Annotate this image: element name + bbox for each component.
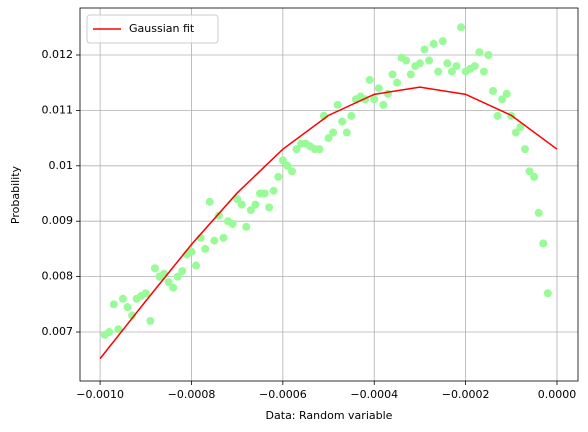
x-axis-label: Data: Random variable xyxy=(266,409,393,422)
scatter-point xyxy=(379,100,388,109)
scatter-point xyxy=(493,111,502,120)
scatter-point xyxy=(274,172,283,181)
y-tick-label: 0.007 xyxy=(42,325,74,338)
y-tick-label: 0.011 xyxy=(42,103,74,116)
x-tick-label: −0.0002 xyxy=(442,388,490,401)
scatter-point xyxy=(365,75,374,84)
scatter-point xyxy=(406,70,415,79)
scatter-point xyxy=(525,167,534,176)
scatter-point xyxy=(141,289,150,298)
scatter-point xyxy=(192,261,201,270)
scatter-point xyxy=(429,39,438,48)
scatter-point xyxy=(534,208,543,217)
y-tick-label: 0.008 xyxy=(42,270,74,283)
scatter-point xyxy=(374,84,383,93)
x-tick-label: 0.0000 xyxy=(538,388,577,401)
y-tick-label: 0.012 xyxy=(42,48,74,61)
scatter-point xyxy=(210,236,219,245)
plot-area xyxy=(80,8,578,381)
scatter-point xyxy=(292,145,301,154)
x-tick-label: −0.0006 xyxy=(259,388,307,401)
scatter-point xyxy=(420,45,429,54)
scatter-point xyxy=(109,300,118,309)
scatter-point xyxy=(438,37,447,46)
scatter-point xyxy=(233,195,242,204)
x-tick-label: −0.0004 xyxy=(350,388,398,401)
fit-line xyxy=(99,86,558,360)
scatter-point xyxy=(287,167,296,176)
scatter-point xyxy=(164,278,173,287)
scatter-point xyxy=(324,134,333,143)
scatter-point xyxy=(511,128,520,137)
scatter-point xyxy=(242,222,251,231)
scatter-point xyxy=(283,161,292,170)
x-tick-label: −0.0010 xyxy=(76,388,124,401)
scatter-point xyxy=(443,59,452,68)
scatter-point xyxy=(402,56,411,65)
scatter-point xyxy=(329,128,338,137)
scatter-point xyxy=(516,123,525,132)
scatter-point xyxy=(475,48,484,57)
scatter-point xyxy=(489,86,498,95)
scatter-point xyxy=(502,89,511,98)
scatter-point xyxy=(370,95,379,104)
axes-frame xyxy=(79,7,579,382)
scatter-point xyxy=(123,303,132,312)
scatter-point xyxy=(187,247,196,256)
scatter-point xyxy=(452,62,461,71)
scatter-point xyxy=(457,23,466,32)
scatter-point xyxy=(201,244,210,253)
scatter-point xyxy=(251,200,260,209)
y-axis-label: Probability xyxy=(9,165,22,224)
scatter-point xyxy=(128,311,137,320)
scatter-point xyxy=(260,189,269,198)
scatter-point xyxy=(393,78,402,87)
scatter-point xyxy=(118,294,127,303)
scatter-point xyxy=(470,62,479,71)
scatter-point xyxy=(434,67,443,76)
scatter-point xyxy=(543,289,552,298)
scatter-point xyxy=(114,325,123,334)
scatter-point xyxy=(415,59,424,68)
scatter-point xyxy=(447,67,456,76)
scatter-point xyxy=(214,211,223,220)
y-tick-label: 0.01 xyxy=(49,159,74,172)
scatter-point xyxy=(278,156,287,165)
scatter-point xyxy=(315,145,324,154)
scatter-point xyxy=(205,197,214,206)
scatter-point xyxy=(342,128,351,137)
scatter-point xyxy=(169,283,178,292)
scatter-point xyxy=(498,95,507,104)
scatter-point xyxy=(219,233,228,242)
y-tick-label: 0.009 xyxy=(42,214,74,227)
scatter-point xyxy=(228,219,237,228)
scatter-point xyxy=(425,56,434,65)
scatter-point xyxy=(347,111,356,120)
scatter-point xyxy=(173,272,182,281)
scatter-point xyxy=(265,203,274,212)
scatter-point xyxy=(246,206,255,215)
scatter-point xyxy=(269,186,278,195)
x-tick-label: −0.0008 xyxy=(168,388,216,401)
scatter-point xyxy=(530,172,539,181)
scatter-point xyxy=(484,50,493,59)
scatter-point xyxy=(521,145,530,154)
scatter-point xyxy=(333,100,342,109)
scatter-point xyxy=(338,117,347,126)
scatter-point xyxy=(237,200,246,209)
scatter-point xyxy=(146,316,155,325)
scatter-point xyxy=(388,70,397,79)
legend-label: Gaussian fit xyxy=(129,22,195,35)
scatter-point xyxy=(150,264,159,273)
scatter-point xyxy=(539,239,548,248)
legend-box xyxy=(86,14,219,44)
scatter-point xyxy=(105,328,114,337)
scatter-point xyxy=(178,267,187,276)
scatter-point xyxy=(479,67,488,76)
